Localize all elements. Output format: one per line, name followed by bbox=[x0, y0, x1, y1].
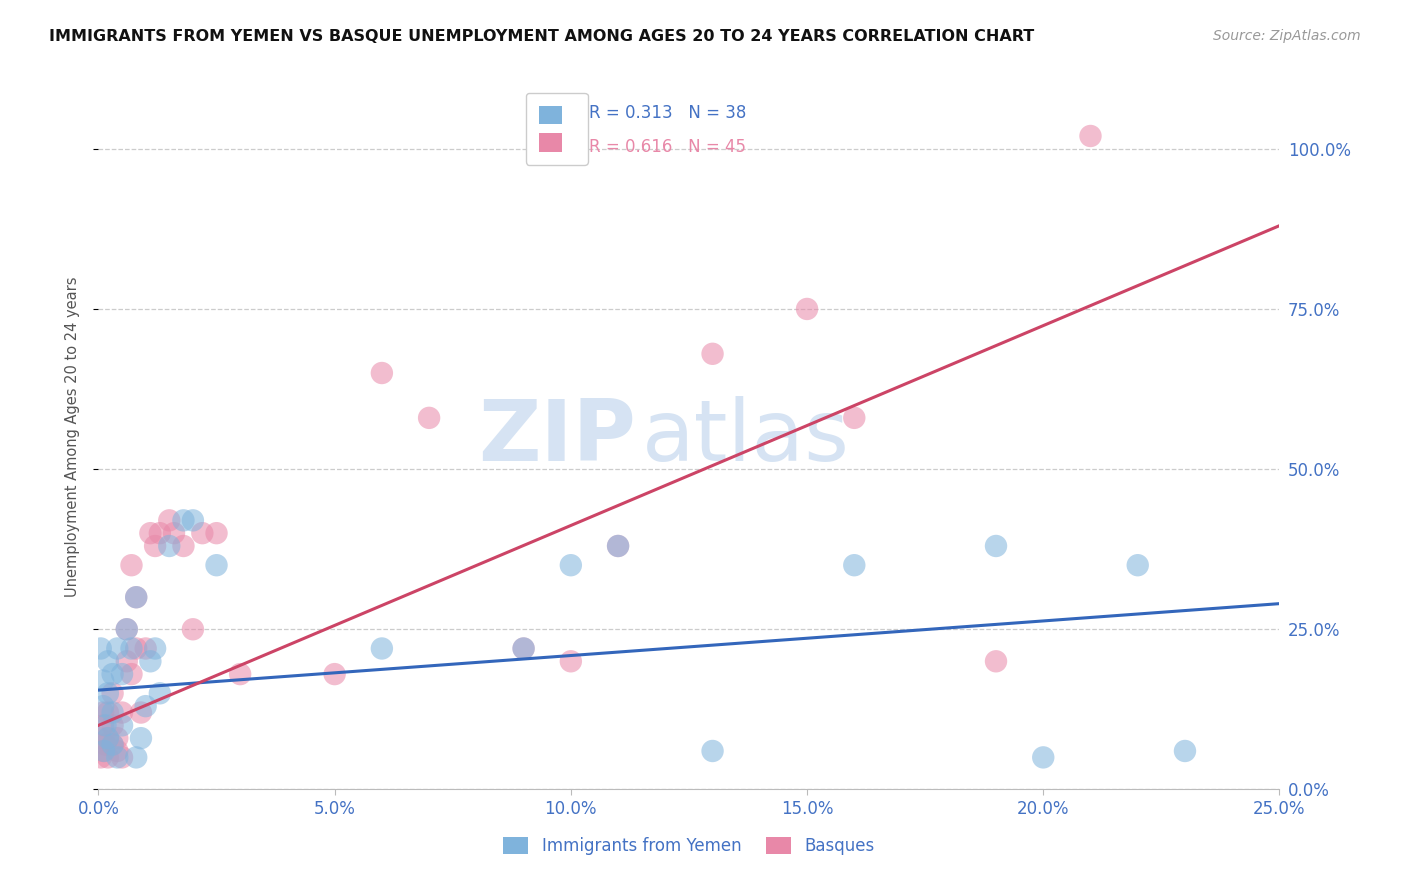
Point bbox=[97, 654, 120, 668]
Point bbox=[91, 718, 114, 732]
Point bbox=[89, 731, 111, 746]
Point bbox=[91, 699, 114, 714]
Point bbox=[94, 718, 117, 732]
Text: Source: ZipAtlas.com: Source: ZipAtlas.com bbox=[1213, 29, 1361, 43]
Point bbox=[139, 526, 162, 541]
Point bbox=[105, 731, 128, 746]
Point bbox=[97, 731, 120, 746]
Text: atlas: atlas bbox=[641, 395, 849, 479]
Point bbox=[94, 738, 117, 752]
Point bbox=[121, 667, 143, 681]
Point bbox=[105, 641, 128, 656]
Text: R = 0.313   N = 38: R = 0.313 N = 38 bbox=[589, 104, 747, 122]
Point bbox=[135, 641, 157, 656]
Point bbox=[129, 731, 152, 746]
Point bbox=[844, 410, 866, 425]
Point bbox=[105, 750, 128, 764]
Point bbox=[90, 750, 112, 764]
Point bbox=[115, 622, 138, 636]
Text: R = 0.616   N = 45: R = 0.616 N = 45 bbox=[589, 137, 745, 156]
Point bbox=[143, 539, 166, 553]
Y-axis label: Unemployment Among Ages 20 to 24 years: Unemployment Among Ages 20 to 24 years bbox=[65, 277, 80, 598]
Point bbox=[181, 513, 204, 527]
Point bbox=[115, 622, 138, 636]
Point bbox=[1080, 128, 1102, 143]
Point bbox=[984, 539, 1007, 553]
Point bbox=[139, 654, 162, 668]
Point bbox=[229, 667, 252, 681]
Legend: Immigrants from Yemen, Basques: Immigrants from Yemen, Basques bbox=[496, 830, 882, 863]
Point bbox=[90, 641, 112, 656]
Point bbox=[91, 744, 114, 758]
Point bbox=[205, 526, 228, 541]
Point bbox=[205, 558, 228, 573]
Point bbox=[607, 539, 630, 553]
Point bbox=[702, 347, 724, 361]
Point bbox=[172, 539, 194, 553]
Point bbox=[101, 718, 124, 732]
Point bbox=[91, 706, 114, 720]
Point bbox=[101, 738, 124, 752]
Point bbox=[135, 699, 157, 714]
Point bbox=[97, 706, 120, 720]
Point bbox=[371, 366, 394, 380]
Point bbox=[101, 667, 124, 681]
Point bbox=[91, 673, 114, 688]
Point bbox=[702, 744, 724, 758]
Point bbox=[157, 513, 180, 527]
Point bbox=[125, 591, 148, 605]
Point bbox=[163, 526, 186, 541]
Point bbox=[157, 539, 180, 553]
Point bbox=[149, 526, 172, 541]
Point bbox=[101, 738, 124, 752]
Point bbox=[418, 410, 440, 425]
Point bbox=[560, 558, 582, 573]
Point bbox=[172, 513, 194, 527]
Point bbox=[125, 641, 148, 656]
Point bbox=[101, 706, 124, 720]
Point bbox=[607, 539, 630, 553]
Point bbox=[121, 641, 143, 656]
Point bbox=[560, 654, 582, 668]
Point bbox=[191, 526, 214, 541]
Point bbox=[796, 301, 818, 316]
Point bbox=[101, 686, 124, 700]
Text: IMMIGRANTS FROM YEMEN VS BASQUE UNEMPLOYMENT AMONG AGES 20 TO 24 YEARS CORRELATI: IMMIGRANTS FROM YEMEN VS BASQUE UNEMPLOY… bbox=[49, 29, 1035, 44]
Point bbox=[111, 750, 134, 764]
Point bbox=[97, 731, 120, 746]
Point bbox=[512, 641, 534, 656]
Point bbox=[125, 591, 148, 605]
Point bbox=[844, 558, 866, 573]
Point bbox=[1126, 558, 1149, 573]
Point bbox=[129, 706, 152, 720]
Point bbox=[121, 558, 143, 573]
Point bbox=[97, 686, 120, 700]
Point bbox=[105, 744, 128, 758]
Point bbox=[323, 667, 346, 681]
Point bbox=[93, 744, 115, 758]
Point bbox=[512, 641, 534, 656]
Point bbox=[111, 706, 134, 720]
Point bbox=[1032, 750, 1054, 764]
Point bbox=[1174, 744, 1197, 758]
Point bbox=[149, 686, 172, 700]
Point bbox=[111, 667, 134, 681]
Point bbox=[181, 622, 204, 636]
Text: ZIP: ZIP bbox=[478, 395, 636, 479]
Point bbox=[111, 718, 134, 732]
Point bbox=[984, 654, 1007, 668]
Point bbox=[115, 654, 138, 668]
Point bbox=[125, 750, 148, 764]
Point bbox=[143, 641, 166, 656]
Point bbox=[97, 750, 120, 764]
Point bbox=[371, 641, 394, 656]
